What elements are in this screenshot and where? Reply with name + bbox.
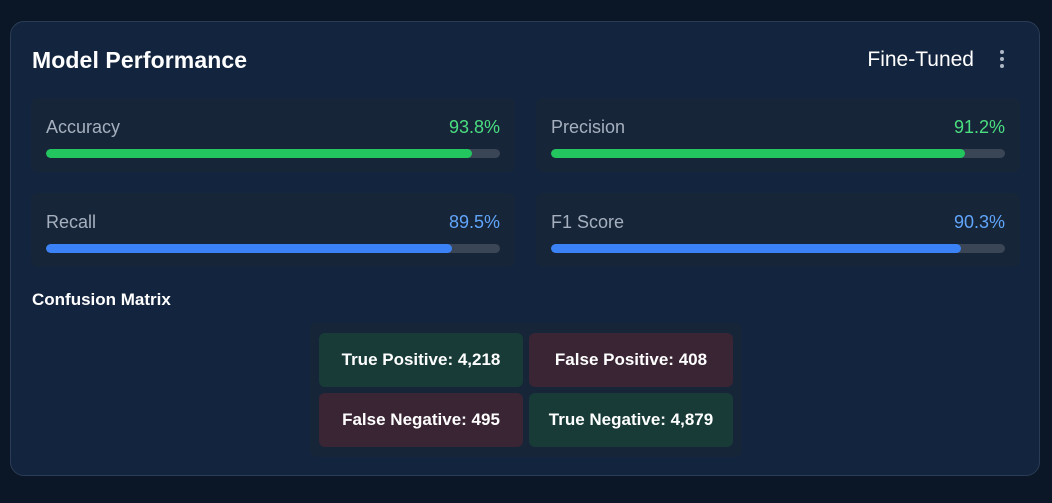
progress-fill [551,244,961,253]
progress-fill [46,149,472,158]
metric-recall: Recall 89.5% [31,193,515,267]
metric-value: 89.5% [448,212,500,232]
metric-precision: Precision 91.2% [536,98,1020,172]
metric-label: Recall [46,212,97,232]
progress-track [46,244,500,253]
true-positive-cell: True Positive: 4,218 [319,333,523,387]
progress-track [551,149,1005,158]
metric-accuracy: Accuracy 93.8% [31,98,515,172]
metric-f1-score: F1 Score 90.3% [536,193,1020,267]
confusion-matrix-title: Confusion Matrix [32,290,171,309]
card-title: Model Performance [32,47,248,73]
progress-fill [46,244,453,253]
confusion-matrix: True Positive: 4,218 False Positive: 408… [310,323,742,457]
progress-track [551,244,1005,253]
metric-value: 93.8% [448,117,500,137]
false-negative-cell: False Negative: 495 [319,393,523,447]
true-negative-cell: True Negative: 4,879 [529,393,733,447]
metric-value: 91.2% [953,117,1005,137]
metric-label: Accuracy [46,117,121,137]
false-positive-cell: False Positive: 408 [529,333,733,387]
model-performance-card: Model Performance Fine-Tuned Accuracy 93… [10,21,1040,476]
vertical-ellipsis-icon[interactable] [997,50,1007,72]
progress-fill [551,149,966,158]
metric-label: Precision [551,117,626,137]
metric-value: 90.3% [953,212,1005,232]
model-mode-selector[interactable]: Fine-Tuned [867,48,974,71]
metric-label: F1 Score [551,212,625,232]
progress-track [46,149,500,158]
